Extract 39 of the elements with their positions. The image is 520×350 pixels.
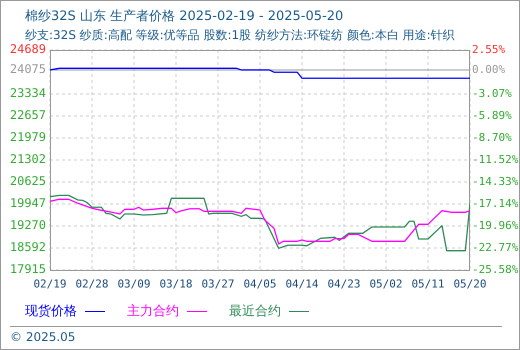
legend-label: 最近合约 (229, 304, 281, 319)
y2-tick-label: 2.55% (472, 42, 506, 56)
x-tick-label: 03/27 (201, 277, 235, 290)
y-tick-label: 21979 (10, 130, 46, 144)
y-tick-label: 20625 (10, 174, 46, 188)
legend-label: 现货价格 (25, 304, 77, 319)
x-tick-label: 05/20 (453, 277, 487, 290)
x-tick-label: 04/14 (285, 277, 319, 290)
x-tick-label: 02/28 (75, 277, 109, 290)
y-tick-label: 24689 (10, 42, 46, 56)
x-tick-label: 03/18 (159, 277, 193, 290)
x-tick-label: 02/19 (33, 277, 67, 290)
y-tick-label: 22657 (10, 108, 46, 122)
x-tick-label: 05/02 (369, 277, 403, 290)
chart-subtitle: 纱支:32S 纱质:高配 等级:优等品 股数:1股 纺纱方法:环锭纺 颜色:本白 用途:针织 (25, 27, 455, 44)
y2-tick-label: -5.89% (472, 108, 512, 122)
y-tick-label: 18592 (10, 240, 46, 254)
y-tick-label: 23334 (10, 86, 46, 100)
y-tick-label: 19270 (10, 218, 46, 232)
y-tick-label: 19947 (10, 196, 46, 210)
y2-tick-label: -8.70% (472, 130, 512, 144)
chart-title: 棉纱32S 山东 生产者价格 2025-02-19 - 2025-05-20 (25, 8, 344, 25)
y2-tick-label: -25.58% (472, 262, 519, 276)
y-tick-label: 21302 (10, 152, 46, 166)
x-tick-label: 05/11 (411, 277, 445, 290)
x-tick-label: 04/05 (243, 277, 277, 290)
y2-tick-label: -22.77% (472, 240, 519, 254)
x-tick-label: 04/23 (327, 277, 361, 290)
x-tick-label: 03/09 (117, 277, 151, 290)
y2-tick-label: -17.14% (472, 196, 519, 210)
y2-tick-label: -19.96% (472, 218, 519, 232)
y-tick-label: 24075 (10, 62, 46, 76)
y2-tick-label: -3.07% (472, 86, 512, 100)
y2-tick-label: -14.33% (472, 174, 519, 188)
text: © 2025.05 (10, 330, 76, 344)
legend-label: 主力合约 (127, 304, 179, 319)
y2-tick-label: -11.52% (472, 152, 519, 166)
y-tick-label: 17915 (10, 262, 46, 276)
y2-tick-label: 0.00% (472, 62, 506, 76)
